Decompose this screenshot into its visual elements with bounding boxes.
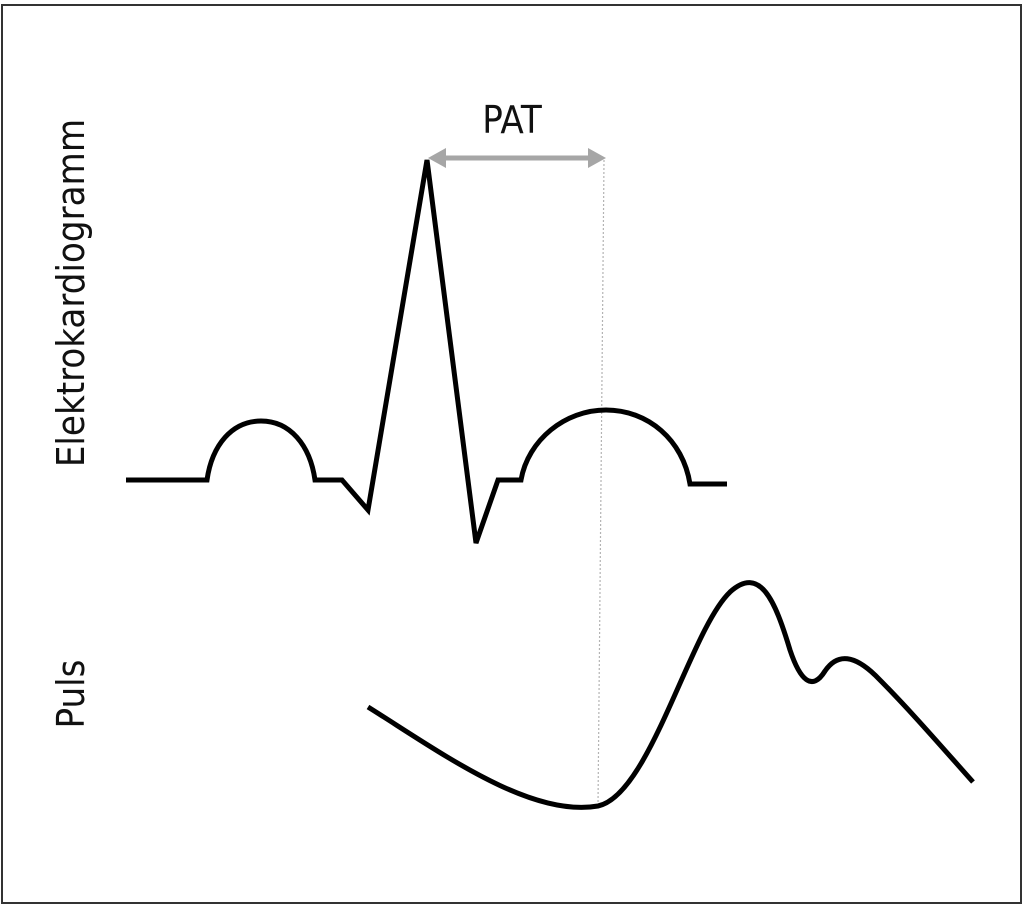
pat-arrow-head-right (588, 148, 606, 168)
figure-frame (1, 4, 1022, 904)
pulse-waveform (366, 580, 975, 810)
pulse-label: Puls (49, 660, 93, 729)
pat-label: PAT (482, 98, 542, 142)
ecg-label: Elektrokardiogramm (49, 119, 93, 467)
pat-arrow-head-left (428, 148, 446, 168)
pat-arrow (428, 148, 606, 168)
ecg-waveform (126, 159, 727, 544)
